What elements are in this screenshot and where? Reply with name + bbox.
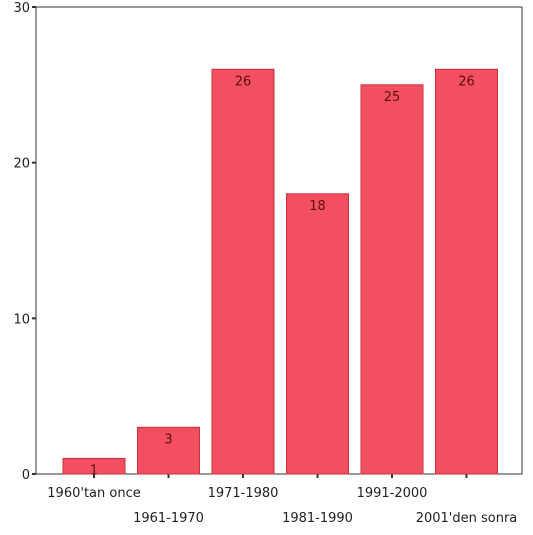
y-tick-label: 30 — [13, 1, 30, 16]
bar-value-label: 1 — [90, 463, 98, 478]
x-tick-label: 1991-2000 — [357, 486, 428, 501]
x-tick-label: 2001'den sonra — [416, 511, 518, 526]
bar — [286, 193, 349, 475]
bar-value-label: 26 — [458, 74, 475, 89]
plot-frame — [35, 6, 523, 475]
x-axis: 1960'tan once 1961-1970 1971-19801981-1990… — [47, 474, 517, 526]
y-tick-label: 0 — [22, 468, 30, 483]
bar-value-label: 18 — [309, 199, 326, 214]
y-tick-label: 20 — [13, 157, 30, 172]
bar — [137, 426, 200, 475]
bar — [360, 84, 424, 475]
x-tick-label: 1960'tan once — [47, 486, 140, 501]
y-axis: 0 10 20 30 — [13, 1, 36, 483]
x-tick-label: 1981-1990 — [282, 511, 353, 526]
bar — [435, 68, 498, 475]
bar-value-label: 3 — [164, 432, 172, 447]
x-tick-label: 1961-1970 — [133, 511, 204, 526]
bar — [211, 68, 275, 475]
x-tick-label: 1971-1980 — [208, 486, 279, 501]
bar — [62, 457, 126, 475]
bar-value-label: 25 — [384, 90, 401, 105]
bars: 1 3 26 18 25 26 — [62, 68, 498, 478]
y-tick-label: 10 — [13, 312, 30, 327]
bar-value-label: 26 — [235, 74, 252, 89]
